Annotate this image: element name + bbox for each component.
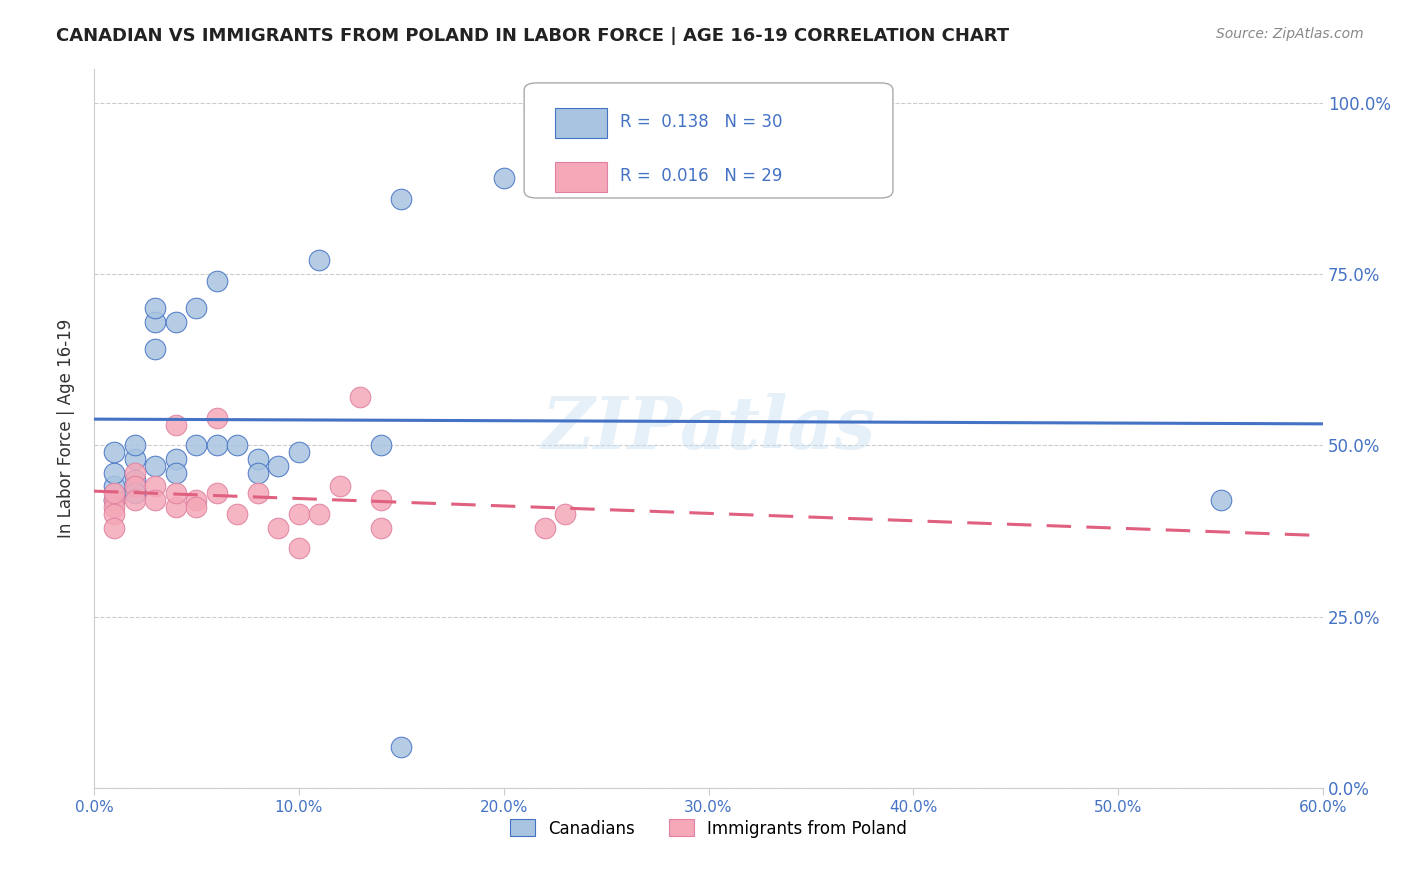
Point	[554, 507, 576, 521]
Point	[145, 315, 167, 329]
Legend: Canadians, Immigrants from Poland: Canadians, Immigrants from Poland	[503, 813, 914, 844]
Point	[492, 171, 515, 186]
Point	[103, 493, 125, 508]
Text: R =  0.138   N = 30: R = 0.138 N = 30	[620, 113, 783, 131]
FancyBboxPatch shape	[555, 108, 606, 138]
Point	[288, 507, 311, 521]
Point	[267, 520, 290, 534]
Point	[124, 438, 146, 452]
Text: ZIPatlas: ZIPatlas	[541, 392, 876, 464]
Point	[165, 500, 187, 514]
Point	[389, 192, 412, 206]
Point	[308, 253, 330, 268]
Point	[145, 343, 167, 357]
Point	[124, 452, 146, 467]
Point	[165, 452, 187, 467]
Point	[370, 438, 392, 452]
Point	[389, 739, 412, 754]
Point	[145, 301, 167, 316]
Point	[165, 466, 187, 480]
Point	[165, 417, 187, 432]
Point	[124, 486, 146, 500]
Point	[1209, 493, 1232, 508]
Point	[103, 520, 125, 534]
Point	[124, 479, 146, 493]
Point	[533, 520, 555, 534]
Text: R =  0.016   N = 29: R = 0.016 N = 29	[620, 168, 782, 186]
Point	[186, 301, 208, 316]
Point	[103, 507, 125, 521]
Point	[246, 466, 269, 480]
Point	[205, 438, 228, 452]
Point	[186, 500, 208, 514]
Point	[349, 390, 371, 404]
FancyBboxPatch shape	[524, 83, 893, 198]
Point	[246, 486, 269, 500]
Point	[124, 473, 146, 487]
Point	[308, 507, 330, 521]
Point	[103, 466, 125, 480]
Point	[186, 493, 208, 508]
Point	[226, 438, 249, 452]
Point	[205, 486, 228, 500]
Point	[205, 411, 228, 425]
Point	[124, 493, 146, 508]
Point	[226, 507, 249, 521]
Point	[186, 438, 208, 452]
Point	[103, 493, 125, 508]
Point	[370, 520, 392, 534]
Point	[205, 274, 228, 288]
Point	[165, 486, 187, 500]
Point	[145, 479, 167, 493]
Point	[329, 479, 352, 493]
FancyBboxPatch shape	[555, 162, 606, 193]
Point	[103, 500, 125, 514]
Text: Source: ZipAtlas.com: Source: ZipAtlas.com	[1216, 27, 1364, 41]
Point	[246, 452, 269, 467]
Point	[267, 458, 290, 473]
Point	[145, 458, 167, 473]
Point	[165, 315, 187, 329]
Point	[370, 493, 392, 508]
Y-axis label: In Labor Force | Age 16-19: In Labor Force | Age 16-19	[58, 318, 75, 538]
Point	[103, 479, 125, 493]
Point	[288, 541, 311, 555]
Point	[288, 445, 311, 459]
Point	[103, 486, 125, 500]
Point	[103, 445, 125, 459]
Point	[124, 466, 146, 480]
Text: CANADIAN VS IMMIGRANTS FROM POLAND IN LABOR FORCE | AGE 16-19 CORRELATION CHART: CANADIAN VS IMMIGRANTS FROM POLAND IN LA…	[56, 27, 1010, 45]
Point	[145, 493, 167, 508]
